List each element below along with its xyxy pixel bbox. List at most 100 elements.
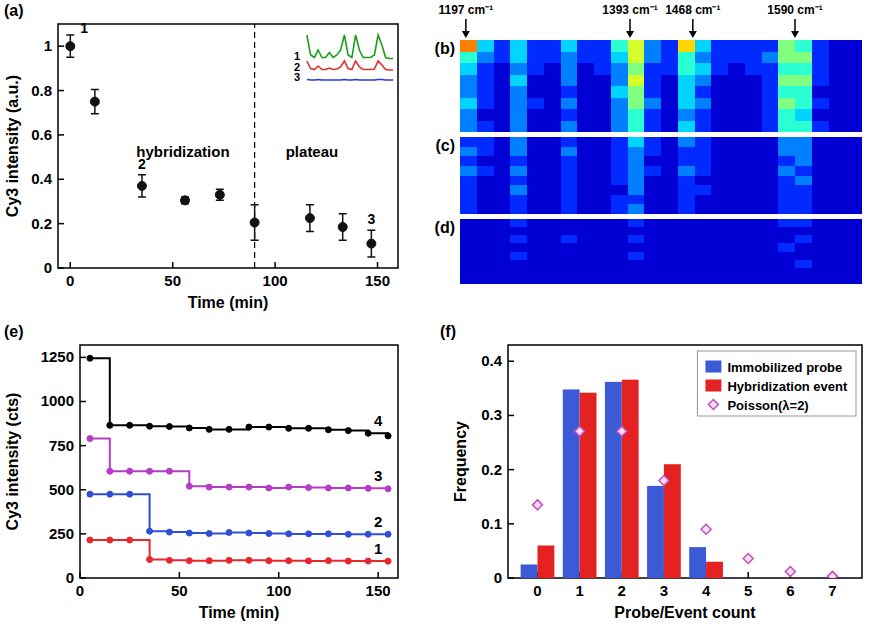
heatmap-cell: [711, 40, 728, 52]
heatmap-cell: [494, 195, 511, 205]
data-point: [785, 566, 795, 576]
heatmap-cell: [829, 156, 846, 166]
y-tick: [58, 45, 64, 47]
heatmap-cell: [728, 268, 745, 277]
heatmap-cell: [561, 176, 578, 186]
heatmap-cell: [745, 75, 762, 87]
heatmap-cell: [778, 52, 795, 64]
data-point: [215, 190, 224, 199]
heatmap-cell: [745, 235, 762, 244]
heatmap-cell: [460, 109, 477, 121]
heatmap-cell: [762, 195, 779, 205]
y-tick-label: 500: [49, 481, 74, 498]
heatmap-cell: [594, 227, 611, 236]
heatmap-cell: [678, 235, 695, 244]
heatmap-cell: [594, 121, 611, 133]
heatmap-cell: [527, 252, 544, 261]
data-point: [306, 485, 312, 491]
heatmap-cell: [661, 185, 678, 195]
data-point: [305, 214, 314, 223]
heatmap-cell: [494, 156, 511, 166]
heatmap-cell: [544, 147, 561, 157]
data-point: [226, 557, 232, 563]
heatmap-cell: [628, 40, 645, 52]
bar: [689, 547, 706, 578]
legend-swatch: [705, 361, 721, 373]
data-point: [617, 426, 627, 436]
heatmap-cell: [678, 121, 695, 133]
heatmap-cell: [678, 86, 695, 98]
heatmap-cell: [460, 227, 477, 236]
data-point: [365, 430, 371, 436]
heatmap-cell: [644, 260, 661, 269]
data-point: [180, 196, 189, 205]
heatmap-cell: [594, 52, 611, 64]
plot-area: [87, 355, 391, 564]
heatmap-cell: [711, 268, 728, 277]
heatmap-cell: [510, 268, 527, 277]
heatmap-cell: [611, 252, 628, 261]
bar: [774, 578, 791, 579]
heatmap-cell: [628, 86, 645, 98]
x-tick: [172, 262, 174, 268]
line-label: 4: [374, 412, 383, 429]
heatmap-cell: [611, 176, 628, 186]
heatmap-cell: [644, 204, 661, 214]
data-point: [701, 524, 711, 534]
heatmap-cell: [611, 137, 628, 147]
heatmap-cell: [845, 204, 862, 214]
heatmap-cell: [510, 166, 527, 176]
heatmap-cell: [829, 75, 846, 87]
heatmap-cell: [678, 63, 695, 75]
bar: [622, 380, 639, 578]
heatmap-cell: [762, 121, 779, 133]
heatmap-cell: [527, 176, 544, 186]
heatmap-cell: [795, 252, 812, 261]
heatmap-cell: [561, 166, 578, 176]
heatmap-cell: [845, 185, 862, 195]
heatmap-cell: [494, 176, 511, 186]
heatmap-cell: [711, 137, 728, 147]
heatmap-cell: [778, 98, 795, 110]
heatmap-cell: [644, 40, 661, 52]
heatmap-cell: [795, 63, 812, 75]
error-bar: [91, 89, 99, 113]
heatmap-cell: [460, 137, 477, 147]
heatmap-cell: [577, 252, 594, 261]
point-label: 3: [367, 211, 375, 227]
heatmap-cell: [812, 219, 829, 228]
data-point: [87, 436, 93, 442]
x-tick-label: 0: [533, 582, 541, 599]
heatmap-cell: [845, 219, 862, 228]
heatmap-cell: [644, 166, 661, 176]
heatmap-cell: [644, 121, 661, 133]
heatmap-cell: [494, 243, 511, 252]
heatmap-cell: [527, 52, 544, 64]
heatmap-cell: [561, 276, 578, 284]
heatmap-cell: [510, 156, 527, 166]
heatmap-cell: [745, 137, 762, 147]
peak-arrowhead: [689, 31, 697, 38]
heatmap-cell: [728, 86, 745, 98]
plot-area: [307, 35, 393, 80]
heatmap-cell: [577, 137, 594, 147]
heatmap-cell: [711, 75, 728, 87]
peak-arrow: [692, 19, 694, 32]
heatmap-cell: [711, 86, 728, 98]
heatmap-cell: [695, 260, 712, 269]
heatmap-cell: [561, 268, 578, 277]
heatmap-cell: [594, 40, 611, 52]
annotation: plateau: [286, 143, 339, 160]
heatmap-cell: [661, 166, 678, 176]
data-point: [365, 558, 371, 564]
data-point: [147, 468, 153, 474]
heatmap-cell: [561, 235, 578, 244]
heatmap-cell: [460, 166, 477, 176]
heatmap-cell: [577, 219, 594, 228]
heatmap-cell: [795, 235, 812, 244]
heatmap-cell: [745, 86, 762, 98]
heatmap-cell: [544, 219, 561, 228]
heatmap-cell: [728, 121, 745, 133]
heatmap-cell: [711, 98, 728, 110]
heatmap-cell: [644, 147, 661, 157]
